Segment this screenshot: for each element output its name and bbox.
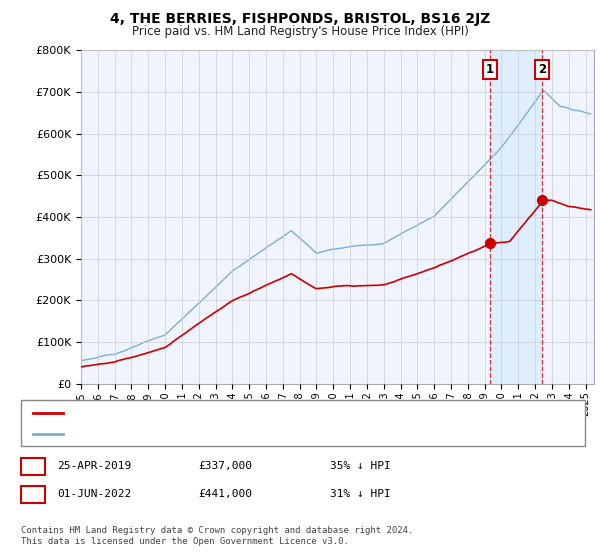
Text: 4, THE BERRIES, FISHPONDS, BRISTOL, BS16 2JZ: 4, THE BERRIES, FISHPONDS, BRISTOL, BS16… <box>110 12 490 26</box>
Text: Price paid vs. HM Land Registry's House Price Index (HPI): Price paid vs. HM Land Registry's House … <box>131 25 469 38</box>
Text: Contains HM Land Registry data © Crown copyright and database right 2024.
This d: Contains HM Land Registry data © Crown c… <box>21 526 413 546</box>
Text: HPI: Average price, detached house, City of Bristol: HPI: Average price, detached house, City… <box>69 429 388 439</box>
Text: 31% ↓ HPI: 31% ↓ HPI <box>330 489 391 499</box>
Text: 1: 1 <box>486 63 494 76</box>
Text: £337,000: £337,000 <box>198 461 252 471</box>
Text: 1: 1 <box>29 459 37 473</box>
Text: 2: 2 <box>538 63 546 76</box>
Text: 35% ↓ HPI: 35% ↓ HPI <box>330 461 391 471</box>
Text: 2: 2 <box>29 487 37 501</box>
Text: 01-JUN-2022: 01-JUN-2022 <box>57 489 131 499</box>
Text: 4, THE BERRIES, FISHPONDS, BRISTOL, BS16 2JZ (detached house): 4, THE BERRIES, FISHPONDS, BRISTOL, BS16… <box>69 408 450 418</box>
Bar <box>490 50 542 384</box>
Text: 25-APR-2019: 25-APR-2019 <box>57 461 131 471</box>
Text: £441,000: £441,000 <box>198 489 252 499</box>
